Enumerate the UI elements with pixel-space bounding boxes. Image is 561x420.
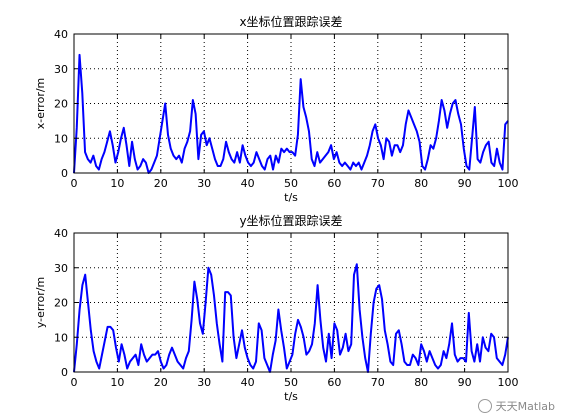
chart1-title: x坐标位置跟踪误差 bbox=[239, 14, 342, 29]
chart2-ytick-label: 20 bbox=[54, 297, 68, 310]
chart2-xtick-label: 30 bbox=[197, 376, 211, 389]
chart1-ytick-label: 10 bbox=[54, 132, 68, 145]
chart1-ytick-label: 20 bbox=[54, 98, 68, 111]
x-error-plot: 0 10 20 30 40 50 60 70 80 90 100 0 10 20 30 40 x坐标位置跟踪误差… bbox=[34, 14, 519, 204]
y-error-plot: 0 10 20 30 40 50 60 70 80 90 100 0 10 20 30 40 y坐标位置跟踪误差… bbox=[34, 213, 519, 403]
chart2-ytick-label: 40 bbox=[54, 227, 68, 240]
chart1-xtick-label: 100 bbox=[498, 177, 519, 190]
chart1-ytick-label: 0 bbox=[61, 167, 68, 180]
wechat-icon bbox=[477, 399, 492, 413]
chart1-ylabel: x-error/m bbox=[34, 78, 47, 130]
chart2-ytick-label: 30 bbox=[54, 262, 68, 275]
chart2-ytick-label: 10 bbox=[54, 331, 68, 344]
chart2-xtick-label: 70 bbox=[371, 376, 385, 389]
chart1-xtick-label: 90 bbox=[458, 177, 472, 190]
chart1-xlabel: t/s bbox=[284, 191, 298, 204]
chart2-xtick-label: 20 bbox=[154, 376, 168, 389]
chart1-ytick-label: 40 bbox=[54, 28, 68, 41]
chart1-xtick-label: 30 bbox=[197, 177, 211, 190]
chart2-title: y坐标位置跟踪误差 bbox=[239, 213, 342, 228]
chart1-xtick-label: 80 bbox=[414, 177, 428, 190]
chart2-xtick-label: 10 bbox=[110, 376, 124, 389]
chart1-xtick-label: 10 bbox=[110, 177, 124, 190]
chart2-xtick-label: 90 bbox=[458, 376, 472, 389]
chart1-xtick-label: 70 bbox=[371, 177, 385, 190]
chart2-xlabel: t/s bbox=[284, 390, 298, 403]
chart1-xtick-label: 0 bbox=[71, 177, 78, 190]
chart1-xtick-label: 40 bbox=[241, 177, 255, 190]
chart1-series-line bbox=[73, 53, 509, 174]
chart2-xtick-label: 60 bbox=[327, 376, 341, 389]
watermark: 天天Matlab bbox=[477, 398, 555, 414]
chart2-ytick-label: 0 bbox=[61, 366, 68, 379]
watermark-text: 天天Matlab bbox=[495, 400, 555, 413]
chart1-ytick-label: 30 bbox=[54, 63, 68, 76]
chart2-xtick-label: 40 bbox=[241, 376, 255, 389]
chart2-ylabel: y-error/m bbox=[34, 277, 47, 328]
chart1-xtick-label: 20 bbox=[154, 177, 168, 190]
chart1-xtick-label: 50 bbox=[284, 177, 298, 190]
chart2-xtick-label: 80 bbox=[414, 376, 428, 389]
chart2-xtick-label: 0 bbox=[71, 376, 78, 389]
chart2-series-line bbox=[73, 263, 509, 373]
chart2-xtick-label: 100 bbox=[498, 376, 519, 389]
chart1-xtick-label: 60 bbox=[327, 177, 341, 190]
chart2-xtick-label: 50 bbox=[284, 376, 298, 389]
